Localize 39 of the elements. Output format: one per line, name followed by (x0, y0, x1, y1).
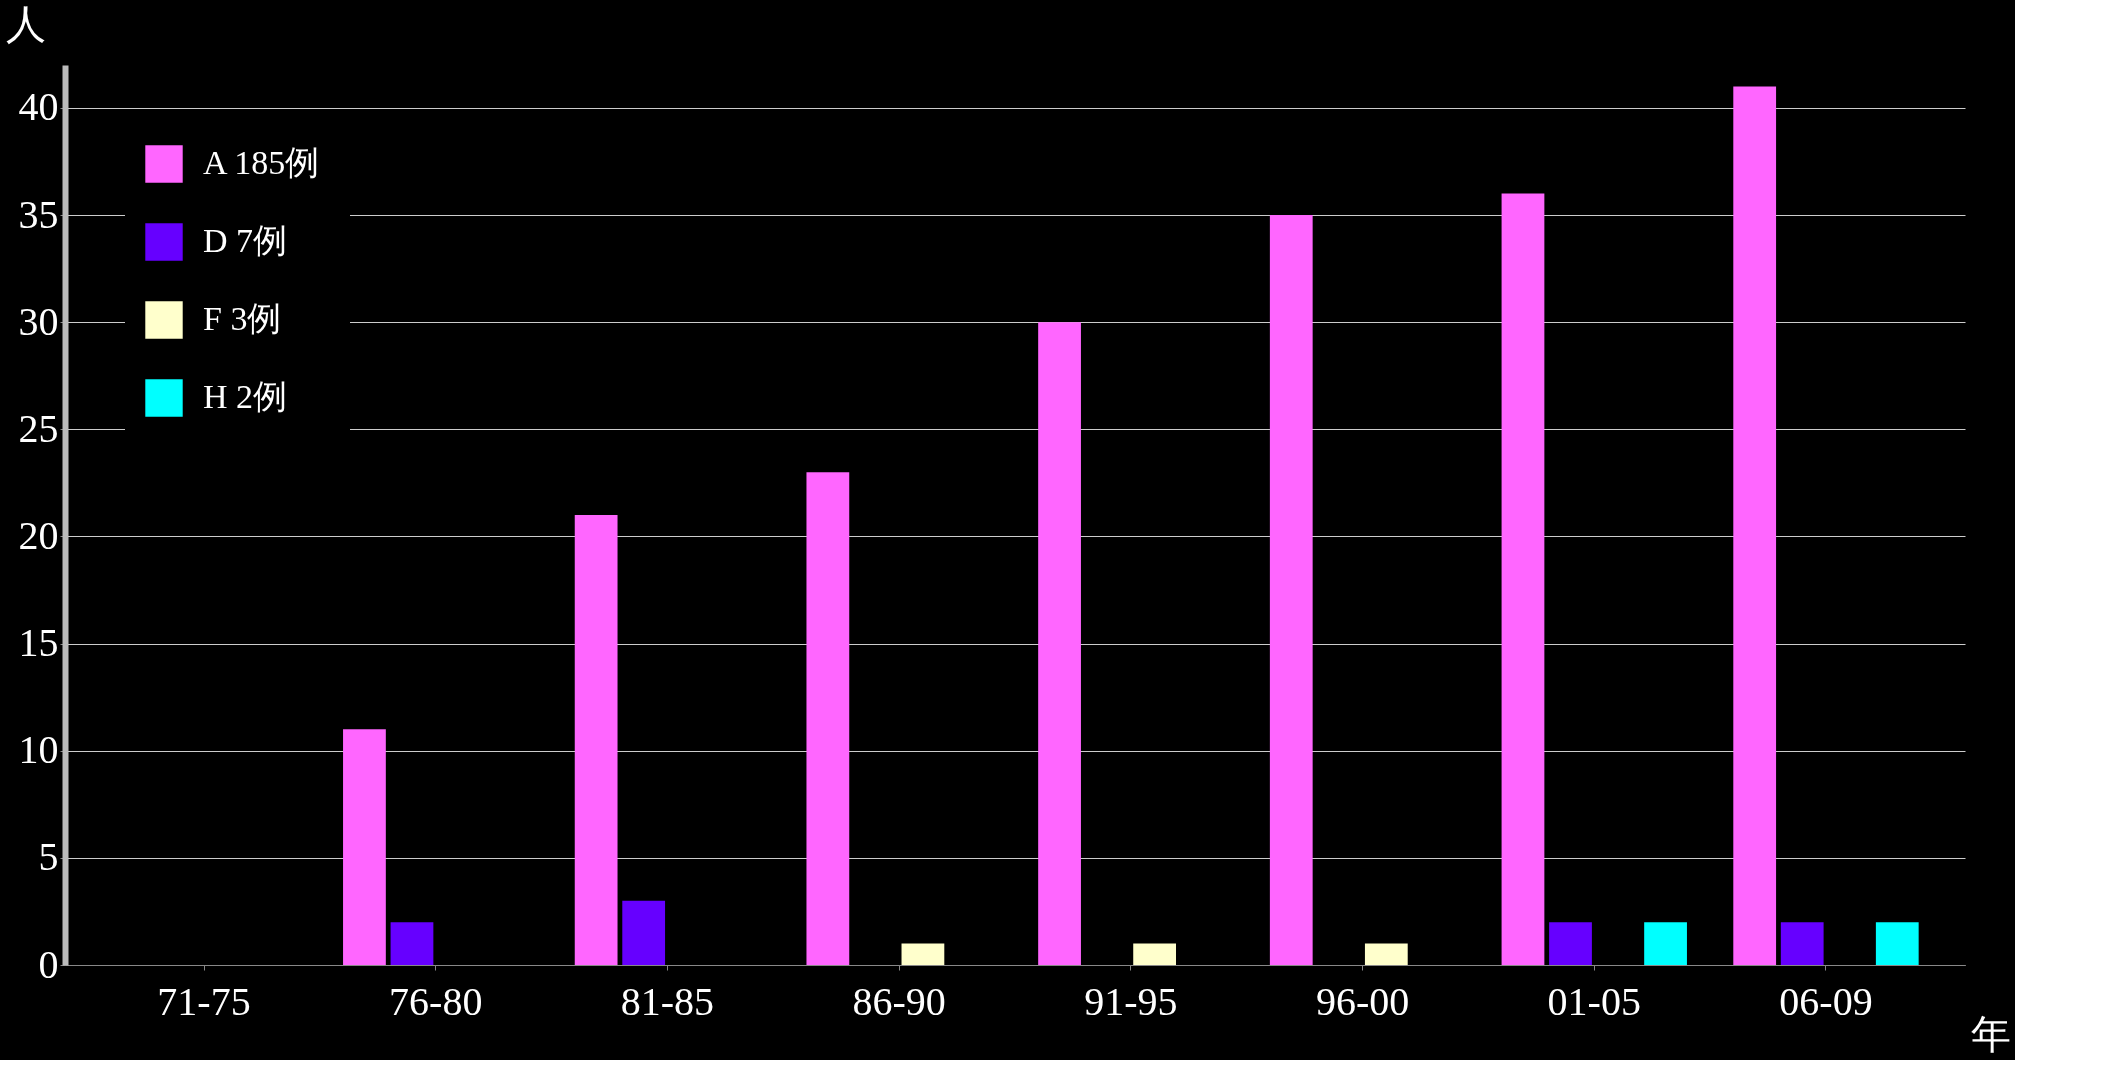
legend-label: H 2例 (203, 378, 288, 415)
legend-label: F 3例 (203, 300, 282, 337)
bar (1780, 922, 1824, 965)
x-tick-label: 91-95 (1084, 978, 1178, 1024)
bar (806, 472, 850, 965)
bar (574, 515, 618, 965)
x-tick-label: 76-80 (389, 978, 483, 1024)
bar (1549, 922, 1592, 965)
y-tick-label: 5 (38, 834, 59, 880)
bar (622, 900, 666, 965)
x-tick-label: 01-05 (1547, 978, 1641, 1024)
y-tick-label: 25 (18, 405, 59, 451)
y-tick-label: 10 (18, 727, 59, 773)
bar (343, 729, 386, 965)
bar (1501, 193, 1545, 965)
y-tick-label: 30 (18, 298, 59, 344)
bar (1364, 943, 1408, 965)
bar (1875, 922, 1919, 965)
bar (901, 943, 945, 965)
legend-label: A 185例 (203, 144, 320, 181)
bar (1038, 322, 1081, 965)
y-tick-label: 15 (18, 620, 59, 666)
x-tick-label: 06-09 (1779, 978, 1873, 1024)
bar (390, 922, 434, 965)
y-axis-title: 人 (5, 1, 46, 47)
y-tick-label: 40 (18, 84, 59, 130)
bar (1733, 86, 1777, 965)
y-tick-label: 20 (18, 512, 59, 558)
x-tick-label: 71-75 (157, 978, 251, 1024)
x-tick-label: 86-90 (852, 978, 946, 1024)
x-axis-title: 年 (1970, 1011, 2011, 1057)
bar (1269, 215, 1313, 965)
x-tick-label: 81-85 (620, 978, 715, 1024)
bar (1644, 922, 1687, 965)
legend-label: D 7例 (203, 222, 288, 259)
x-tick-label: 96-00 (1315, 978, 1410, 1024)
y-tick-label: 35 (18, 191, 59, 237)
bar (1133, 943, 1177, 965)
y-tick-label: 0 (38, 941, 59, 987)
